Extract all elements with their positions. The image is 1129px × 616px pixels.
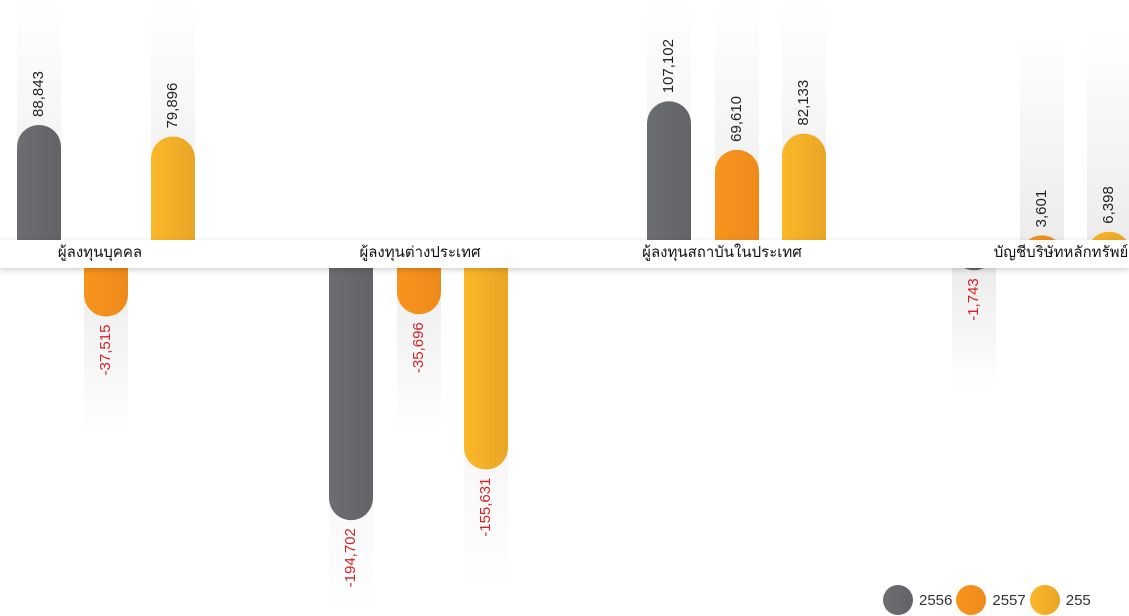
category-label: ผู้ลงทุนสถาบันในประเทศ	[642, 243, 802, 262]
legend-item: 2557	[956, 585, 1025, 615]
value-label: 3,601	[1033, 190, 1050, 228]
bar	[782, 134, 826, 240]
legend-item: 2556	[883, 585, 952, 615]
bar	[464, 268, 508, 470]
legend-swatch	[956, 585, 986, 615]
value-label: -1,743	[965, 278, 982, 321]
bar	[715, 150, 759, 240]
baseline-band	[0, 240, 1129, 268]
value-label: 69,610	[728, 96, 745, 142]
bar	[84, 268, 128, 317]
category-label: ผู้ลงทุนต่างประเทศ	[359, 244, 481, 262]
legend-item: 255	[1030, 585, 1091, 615]
bar	[397, 268, 441, 314]
value-label: -37,515	[97, 325, 114, 376]
legend-swatch	[883, 585, 913, 615]
category-label: บัญชีบริษัทหลักทรัพย์	[994, 244, 1129, 261]
value-label: -155,631	[477, 478, 494, 537]
legend: 2556 2557 255	[883, 584, 1095, 616]
value-label: 79,896	[164, 83, 181, 129]
value-label: 82,133	[795, 80, 812, 126]
bars-group: 88,843 -37,515 79,896 -194,702 -35,696 -155,6…	[17, 0, 1129, 616]
value-label: 88,843	[30, 71, 47, 117]
legend-label: 2556	[919, 592, 952, 609]
legend-label: 255	[1066, 592, 1091, 609]
legend-swatch	[1030, 585, 1060, 615]
bar	[329, 268, 373, 520]
value-label: -35,696	[410, 322, 427, 373]
bar	[17, 125, 61, 240]
value-label: 107,102	[660, 39, 677, 93]
value-label: -194,702	[342, 528, 359, 587]
bar	[151, 137, 195, 240]
bar	[647, 101, 691, 240]
legend-label: 2557	[992, 592, 1025, 609]
category-label: ผู้ลงทุนบุคคล	[58, 244, 142, 262]
value-label: 6,398	[1100, 186, 1117, 224]
